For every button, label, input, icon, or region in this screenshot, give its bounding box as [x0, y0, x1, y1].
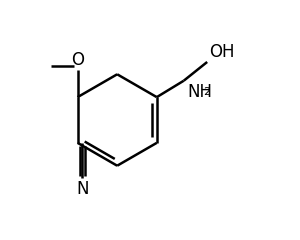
- Text: 2: 2: [203, 87, 210, 97]
- Text: OH: OH: [209, 43, 235, 61]
- Text: N: N: [76, 180, 88, 198]
- Text: NH: NH: [187, 83, 212, 101]
- Text: O: O: [71, 51, 84, 69]
